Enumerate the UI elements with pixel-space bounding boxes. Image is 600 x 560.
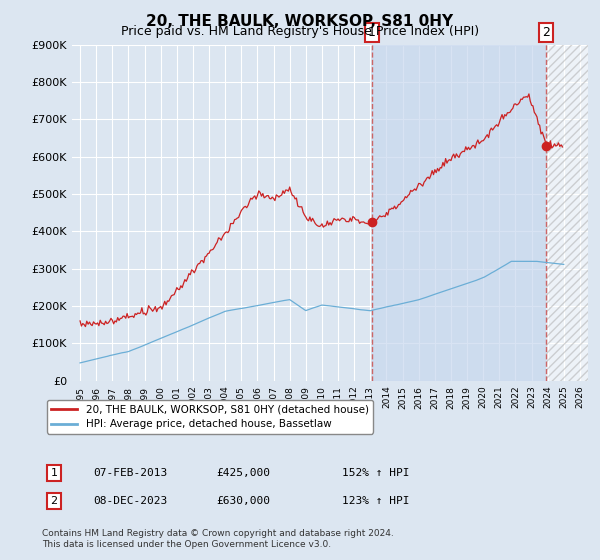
Text: £425,000: £425,000	[216, 468, 270, 478]
Text: 152% ↑ HPI: 152% ↑ HPI	[342, 468, 409, 478]
Text: 07-FEB-2013: 07-FEB-2013	[93, 468, 167, 478]
Bar	[372, 45, 547, 381]
Legend: 20, THE BAULK, WORKSOP, S81 0HY (detached house), HPI: Average price, detached h: 20, THE BAULK, WORKSOP, S81 0HY (detache…	[47, 400, 373, 433]
Text: 08-DEC-2023: 08-DEC-2023	[93, 496, 167, 506]
Text: 2: 2	[542, 26, 550, 39]
Text: 1: 1	[368, 26, 376, 39]
Text: 20, THE BAULK, WORKSOP, S81 0HY: 20, THE BAULK, WORKSOP, S81 0HY	[146, 14, 454, 29]
Text: Price paid vs. HM Land Registry's House Price Index (HPI): Price paid vs. HM Land Registry's House …	[121, 25, 479, 38]
Text: 1: 1	[50, 468, 58, 478]
Text: 123% ↑ HPI: 123% ↑ HPI	[342, 496, 409, 506]
Text: 2: 2	[50, 496, 58, 506]
Text: £630,000: £630,000	[216, 496, 270, 506]
Text: Contains HM Land Registry data © Crown copyright and database right 2024.
This d: Contains HM Land Registry data © Crown c…	[42, 529, 394, 549]
